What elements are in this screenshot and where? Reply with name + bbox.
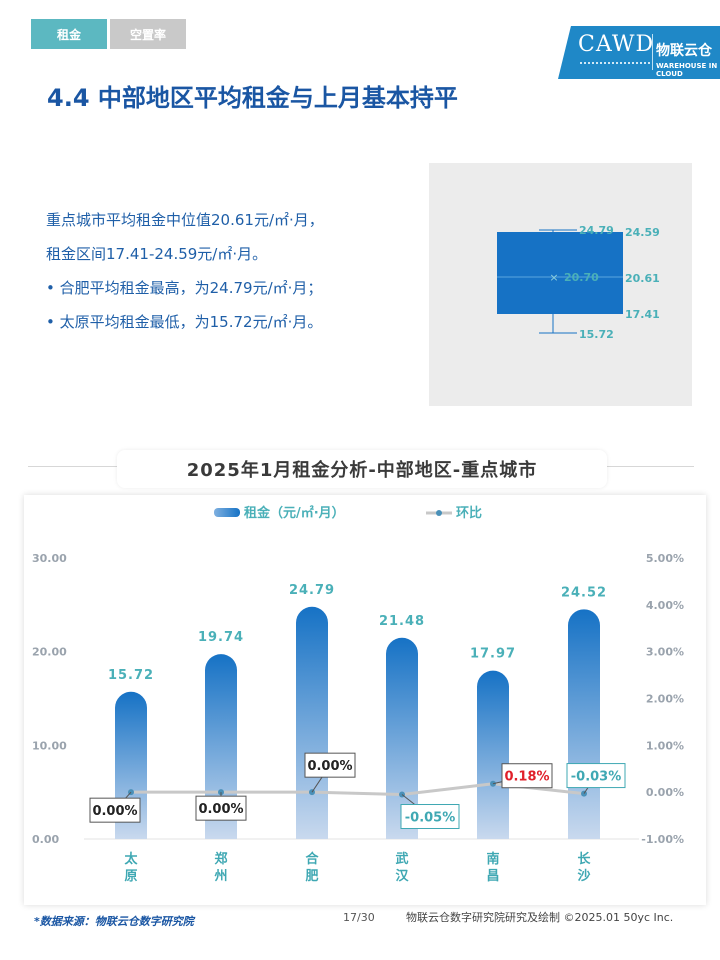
legend-line-label: 环比 <box>456 505 482 521</box>
bullet-text-highest: 合肥平均租金最高，为24.79元/㎡·月； <box>59 279 323 297</box>
bar-5 <box>568 609 600 839</box>
legend-line-marker <box>436 510 442 516</box>
y-right-tick-label: 2.00% <box>646 693 684 706</box>
category-label: 原 <box>124 869 137 884</box>
boxplot-panel: × 24.79 24.59 20.70 20.61 17.41 15.72 <box>429 163 692 406</box>
page-number: 17/30 <box>343 911 375 924</box>
category-label: 合 <box>305 851 319 867</box>
boxplot-min-label: 15.72 <box>579 328 614 341</box>
line-value-label: 0.00% <box>92 804 137 819</box>
y-right-tick-label: 1.00% <box>646 739 684 752</box>
category-label: 州 <box>213 869 227 884</box>
line-value-label: -0.03% <box>571 770 622 785</box>
line-value-label: 0.00% <box>307 759 352 774</box>
y-right-tick-label: 4.00% <box>646 599 684 612</box>
bar-value-label: 15.72 <box>108 668 154 683</box>
bar-value-label: 24.52 <box>561 585 607 600</box>
chart-title-pill <box>117 450 607 488</box>
section-divider-right <box>604 466 694 467</box>
line-label-box <box>566 763 626 789</box>
line-value-label: 0.00% <box>198 802 243 817</box>
category-label: 汉 <box>395 868 409 884</box>
legend-bar-swatch <box>214 508 240 517</box>
boxplot-box <box>497 232 623 314</box>
boxplot-q1-label: 17.41 <box>625 308 660 321</box>
y-right-tick-label: 3.00% <box>646 646 684 659</box>
chart-title: 2025年1月租金分析-中部地区-重点城市 <box>186 460 538 481</box>
y-right-tick-label: 0.00% <box>646 786 684 799</box>
bullet-text-lowest: 太原平均租金最低，为15.72元/㎡·月。 <box>59 313 323 331</box>
bar-value-label: 19.74 <box>198 630 244 645</box>
line-value-label: 0.18% <box>504 770 549 785</box>
category-label: 沙 <box>577 869 590 884</box>
category-label: 肥 <box>305 868 318 884</box>
boxplot-q3-label: 24.59 <box>625 226 660 239</box>
bar-value-label: 17.97 <box>470 647 516 662</box>
category-label: 武 <box>395 851 408 867</box>
logo-background <box>558 26 720 79</box>
line-label-box <box>501 763 553 789</box>
logo-en-text: WAREHOUSE IN CLOUD <box>656 62 718 78</box>
logo-subline <box>580 62 650 65</box>
boxplot-mean-label: 20.70 <box>564 271 599 284</box>
boxplot-mean-marker: × <box>549 271 558 284</box>
tab-vacancy[interactable]: 空置率 <box>110 19 186 49</box>
boxplot-max-label: 24.79 <box>579 224 614 237</box>
line-label-box <box>195 795 247 821</box>
boxplot-median-label: 20.61 <box>625 272 660 285</box>
summary-bullet-lowest: 太原平均租金最低，为15.72元/㎡·月。 <box>46 305 416 339</box>
bar-2 <box>296 606 328 839</box>
summary-bullet-highest: 合肥平均租金最高，为24.79元/㎡·月； <box>46 271 416 305</box>
line-value-label: -0.05% <box>405 811 456 826</box>
footer-credit: 物联云仓数字研究院研究及绘制 ©2025.01 50yc Inc. <box>406 911 674 924</box>
legend-bar-label: 租金（元/㎡·月） <box>244 505 345 521</box>
category-label: 昌 <box>486 869 499 884</box>
bar-4 <box>477 670 509 839</box>
bar-value-label: 21.48 <box>379 614 425 629</box>
logo-text: CAWD <box>578 32 655 57</box>
y-right-tick-label: -1.00% <box>641 833 684 846</box>
line-point-4 <box>490 780 496 787</box>
chart-svg: 租金（元/㎡·月） 环比 30.00 20.00 10.00 0.00 5.00% 4.00%… <box>32 505 684 884</box>
summary-text: 重点城市平均租金中位值20.61元/㎡·月， 租金区间17.41-24.59元/… <box>46 203 416 339</box>
category-label: 太 <box>123 851 138 867</box>
line-label-box <box>89 797 141 823</box>
summary-line-1: 重点城市平均租金中位值20.61元/㎡·月， <box>46 211 324 229</box>
summary-line-2: 租金区间17.41-24.59元/㎡·月。 <box>46 245 268 263</box>
section-divider-left <box>28 466 120 467</box>
category-label: 郑 <box>214 851 227 867</box>
y-left-tick-label: 10.00 <box>32 739 67 752</box>
logo-divider <box>652 34 653 70</box>
chart-card: 租金（元/㎡·月） 环比 30.00 20.00 10.00 0.00 5.00% 4.00%… <box>24 495 706 905</box>
page-title: 4.4 中部地区平均租金与上月基本持平 <box>47 84 458 112</box>
footer-source: *数据来源：物联云仓数字研究院 <box>34 915 194 928</box>
line-label-box <box>400 804 460 830</box>
y-left-tick-label: 30.00 <box>32 552 67 565</box>
boxplot-svg: × 24.79 24.59 20.70 20.61 17.41 15.72 <box>497 224 660 341</box>
y-right-tick-label: 5.00% <box>646 552 684 565</box>
y-left-tick-label: 20.00 <box>32 646 67 659</box>
y-left-tick-label: 0.00 <box>32 833 59 846</box>
category-label: 长 <box>577 851 591 867</box>
bar-value-label: 24.79 <box>289 583 335 598</box>
category-label: 南 <box>486 851 499 867</box>
line-label-box <box>304 752 356 778</box>
logo-cn-text: 物联云仓 <box>656 43 712 59</box>
tab-rent[interactable]: 租金 <box>31 19 107 49</box>
bar-3 <box>386 637 418 839</box>
line-point-1 <box>218 789 224 796</box>
